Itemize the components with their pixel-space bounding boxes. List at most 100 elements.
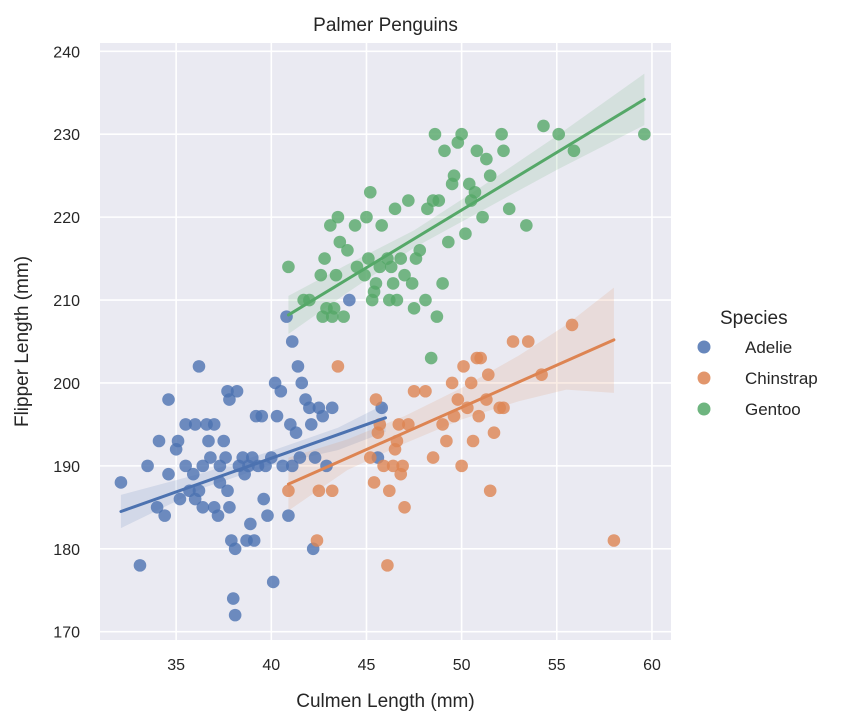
point-chinstrap	[474, 351, 487, 365]
point-adelie	[289, 426, 303, 440]
point-adelie	[226, 592, 240, 605]
point-adelie	[179, 418, 192, 431]
legend-label-adelie: Adelie	[745, 338, 792, 357]
legend-label-chinstrap: Chinstrap	[745, 369, 818, 388]
point-chinstrap	[487, 426, 501, 440]
point-gentoo	[348, 219, 362, 232]
legend-title: Species	[720, 308, 788, 329]
point-gentoo	[537, 119, 550, 133]
point-chinstrap	[386, 459, 400, 473]
regression-lines	[119, 97, 646, 513]
point-gentoo	[314, 268, 328, 282]
point-gentoo	[424, 351, 438, 365]
regression-line-gentoo	[286, 97, 646, 317]
point-chinstrap	[436, 418, 449, 431]
point-gentoo	[362, 252, 375, 265]
legend-marker-chinstrap	[697, 371, 711, 385]
point-gentoo	[413, 243, 427, 257]
point-gentoo	[341, 243, 354, 257]
point-gentoo	[360, 210, 373, 224]
point-gentoo	[520, 219, 533, 232]
point-chinstrap	[506, 335, 520, 348]
point-adelie	[247, 534, 261, 547]
point-gentoo	[476, 210, 489, 224]
y-tick-label: 170	[53, 625, 80, 642]
point-adelie	[285, 335, 299, 348]
point-adelie	[219, 451, 232, 464]
point-chinstrap	[607, 534, 621, 547]
x-tick-label: 55	[548, 657, 566, 674]
point-chinstrap	[497, 401, 510, 415]
point-adelie	[162, 467, 175, 481]
point-chinstrap	[282, 484, 295, 498]
point-adelie	[244, 517, 257, 531]
point-chinstrap	[472, 409, 486, 423]
point-chinstrap	[325, 484, 339, 498]
point-chinstrap	[310, 534, 324, 547]
point-adelie	[186, 467, 200, 481]
point-chinstrap	[369, 393, 383, 406]
y-tick-label: 190	[53, 459, 80, 476]
y-axis-label: Flipper Length (mm)	[12, 256, 33, 427]
point-gentoo	[398, 268, 411, 282]
point-adelie	[150, 501, 164, 514]
point-chinstrap	[402, 418, 415, 431]
point-adelie	[223, 393, 236, 406]
point-gentoo	[495, 127, 508, 141]
point-chinstrap	[466, 434, 480, 448]
point-adelie	[316, 409, 329, 423]
point-adelie	[282, 509, 295, 522]
point-adelie	[308, 451, 322, 464]
point-adelie	[173, 492, 187, 506]
point-adelie	[274, 384, 288, 398]
point-adelie	[213, 476, 227, 489]
point-gentoo	[447, 169, 461, 182]
legend-marker-adelie	[697, 340, 711, 354]
point-gentoo	[430, 310, 444, 323]
legend-label-gentoo: Gentoo	[745, 400, 801, 419]
y-tick-label: 220	[53, 210, 80, 227]
point-chinstrap	[457, 360, 470, 373]
point-adelie	[304, 418, 318, 431]
point-gentoo	[388, 202, 402, 216]
point-gentoo	[638, 127, 651, 141]
point-chinstrap	[426, 451, 440, 464]
point-gentoo	[428, 127, 442, 141]
point-gentoo	[282, 260, 295, 274]
point-adelie	[276, 459, 290, 473]
regression-line-chinstrap	[286, 338, 616, 486]
point-adelie	[196, 459, 210, 473]
point-adelie	[261, 509, 274, 522]
point-adelie	[325, 401, 339, 415]
legend: Species Adelie Chinstrap Gentoo	[697, 308, 818, 419]
point-chinstrap	[521, 335, 535, 348]
point-gentoo	[455, 127, 468, 141]
point-gentoo	[384, 260, 398, 274]
point-gentoo	[375, 219, 388, 232]
point-adelie	[230, 384, 244, 398]
point-chinstrap	[455, 459, 468, 473]
point-chinstrap	[398, 501, 411, 514]
point-chinstrap	[383, 484, 396, 498]
x-tick-label: 35	[167, 657, 185, 674]
point-adelie	[162, 393, 175, 406]
point-chinstrap	[451, 393, 465, 406]
point-gentoo	[407, 302, 421, 315]
point-gentoo	[419, 293, 432, 307]
point-chinstrap	[312, 484, 326, 498]
point-adelie	[343, 293, 356, 307]
point-chinstrap	[363, 451, 377, 464]
point-gentoo	[394, 252, 408, 265]
point-gentoo	[468, 185, 482, 199]
point-chinstrap	[377, 459, 390, 473]
point-adelie	[188, 418, 202, 431]
point-chinstrap	[367, 476, 381, 489]
point-gentoo	[333, 235, 347, 249]
point-adelie	[303, 401, 316, 415]
point-gentoo	[470, 144, 484, 158]
point-gentoo	[436, 277, 449, 290]
regression-line-adelie	[119, 416, 387, 513]
point-adelie	[179, 459, 192, 473]
x-tick-label: 45	[358, 657, 376, 674]
point-chinstrap	[392, 418, 406, 431]
